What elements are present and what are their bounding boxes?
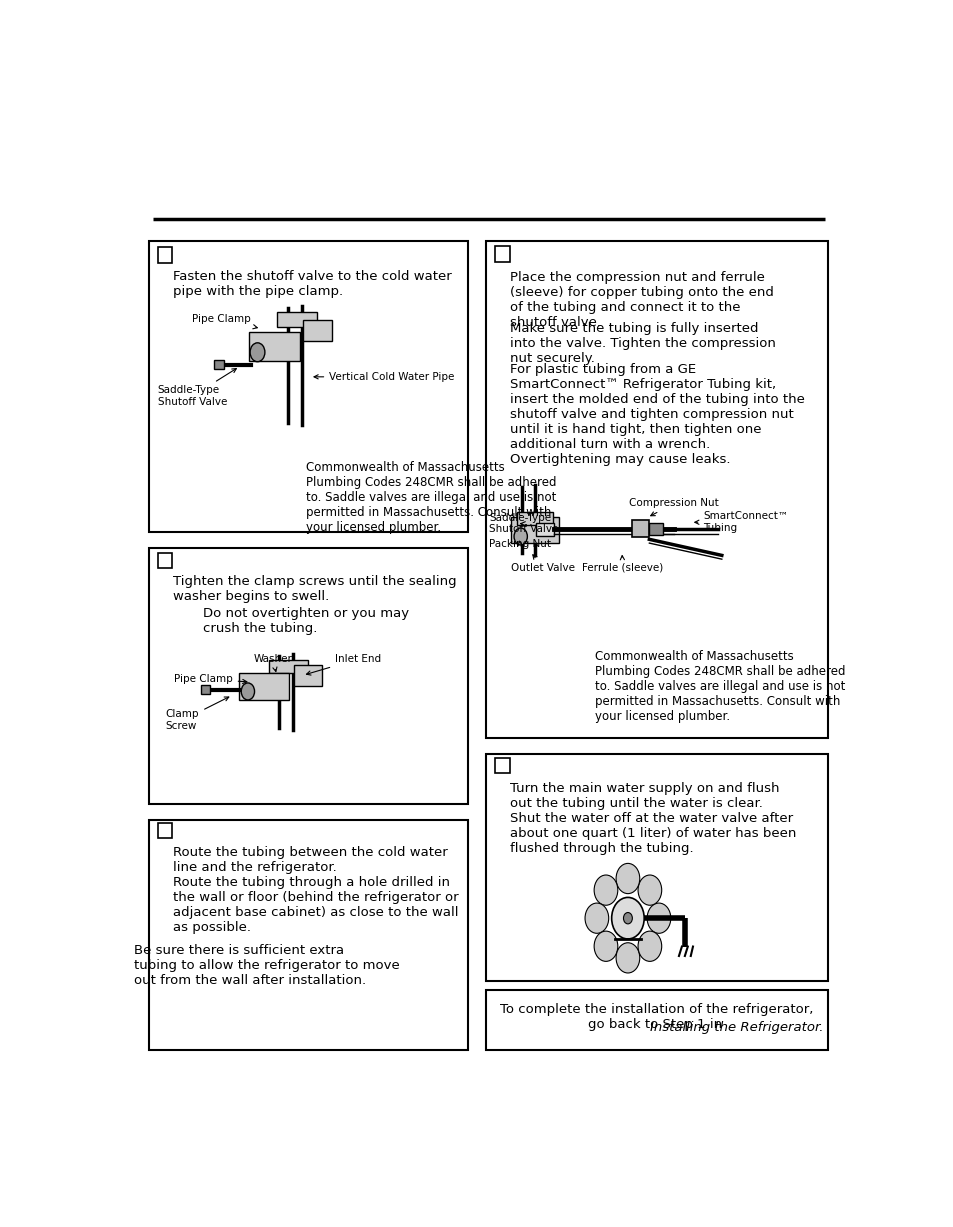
Bar (535, 523, 554, 536)
Bar (213, 360, 224, 369)
Bar (649, 523, 662, 535)
Text: Do not overtighten or you may
crush the tubing.: Do not overtighten or you may crush the … (202, 607, 408, 636)
Bar (517, 512, 552, 525)
Circle shape (594, 931, 618, 962)
Bar (149, 820, 468, 1049)
Text: Ferrule (sleeve): Ferrule (sleeve) (581, 556, 662, 573)
Circle shape (623, 913, 632, 924)
Text: Pipe Clamp: Pipe Clamp (192, 314, 257, 329)
Bar (294, 665, 321, 686)
Bar (269, 660, 308, 674)
Circle shape (638, 875, 661, 906)
Text: SmartConnect™
Tubing: SmartConnect™ Tubing (694, 510, 788, 533)
Bar (157, 248, 172, 263)
Bar (157, 552, 172, 568)
Circle shape (241, 683, 254, 699)
Bar (249, 333, 300, 361)
Bar (200, 685, 210, 694)
Bar (485, 990, 826, 1049)
Bar (495, 757, 509, 773)
Text: Commonwealth of Massachusetts
Plumbing Codes 248CMR shall be adhered
to. Saddle : Commonwealth of Massachusetts Plumbing C… (305, 461, 556, 534)
Text: Commonwealth of Massachusetts
Plumbing Codes 248CMR shall be adhered
to. Saddle : Commonwealth of Massachusetts Plumbing C… (595, 650, 845, 723)
Bar (149, 240, 468, 531)
Text: Washer: Washer (253, 654, 293, 671)
Circle shape (616, 942, 639, 973)
Text: For plastic tubing from a GE
SmartConnect™ Refrigerator Tubing kit,
insert the m: For plastic tubing from a GE SmartConnec… (509, 363, 803, 466)
Bar (239, 674, 289, 699)
Bar (495, 247, 509, 261)
Text: Packing Nut: Packing Nut (488, 539, 550, 548)
Text: Compression Nut: Compression Nut (629, 498, 719, 515)
Text: Fasten the shutoff valve to the cold water
pipe with the pipe clamp.: Fasten the shutoff valve to the cold wat… (173, 270, 452, 298)
Circle shape (250, 342, 265, 362)
Circle shape (594, 875, 618, 906)
Text: Tighten the clamp screws until the sealing
washer begins to swell.: Tighten the clamp screws until the seali… (173, 575, 456, 604)
Circle shape (611, 897, 643, 939)
Text: Saddle-Type
Shutoff Valve: Saddle-Type Shutoff Valve (488, 513, 558, 535)
Text: Clamp
Screw: Clamp Screw (166, 697, 229, 731)
Circle shape (514, 528, 527, 545)
Text: Make sure the tubing is fully inserted
into the valve. Tighten the compression
n: Make sure the tubing is fully inserted i… (509, 321, 775, 364)
Text: To complete the installation of the refrigerator,
go back to Step 1 in: To complete the installation of the refr… (499, 1004, 813, 1031)
Bar (302, 320, 332, 341)
Circle shape (646, 903, 670, 934)
Bar (511, 517, 558, 544)
Bar (631, 520, 649, 537)
Text: Be sure there is sufficient extra
tubing to allow the refrigerator to move
out f: Be sure there is sufficient extra tubing… (134, 944, 399, 987)
Bar (485, 753, 826, 980)
Bar (485, 240, 826, 737)
Text: Pipe Clamp: Pipe Clamp (173, 674, 247, 685)
Text: Route the tubing between the cold water
line and the refrigerator.
Route the tub: Route the tubing between the cold water … (173, 847, 458, 935)
Text: Turn the main water supply on and flush
out the tubing until the water is clear.: Turn the main water supply on and flush … (509, 782, 795, 855)
Circle shape (616, 864, 639, 893)
Bar (149, 547, 468, 804)
Text: Place the compression nut and ferrule
(sleeve) for copper tubing onto the end
of: Place the compression nut and ferrule (s… (509, 271, 773, 329)
Text: Saddle-Type
Shutoff Valve: Saddle-Type Shutoff Valve (157, 368, 236, 407)
Text: Outlet Valve: Outlet Valve (511, 555, 575, 573)
Text: Installing the Refrigerator.: Installing the Refrigerator. (649, 1021, 822, 1034)
Bar (276, 312, 317, 326)
Text: Inlet End: Inlet End (306, 654, 381, 675)
Circle shape (638, 931, 661, 962)
Bar (157, 823, 172, 838)
Circle shape (584, 903, 608, 934)
Text: Vertical Cold Water Pipe: Vertical Cold Water Pipe (314, 372, 455, 382)
